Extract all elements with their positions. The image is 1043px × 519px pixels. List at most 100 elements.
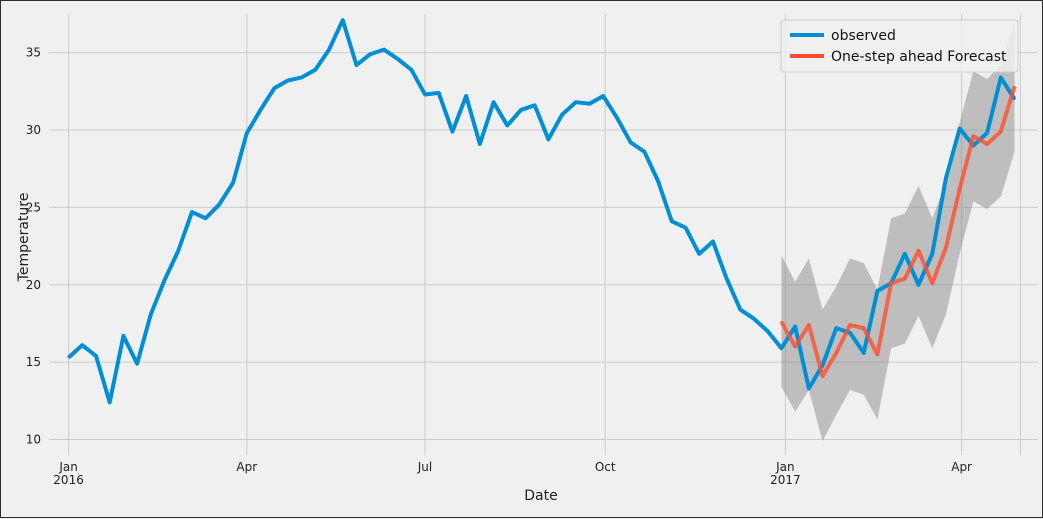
observed-point [67,356,70,359]
observed-point [711,240,714,243]
forecast-point [903,277,906,280]
observed-point [519,108,522,111]
y-tick-label: 15 [26,355,41,369]
legend-box [780,19,1019,73]
observed-point [917,283,920,286]
forecast-point [972,135,975,138]
observed-point [794,325,797,328]
forecast-point [835,351,838,354]
observed-point [122,334,125,337]
observed-point [410,68,413,71]
observed-point [657,180,660,183]
forecast-point [1013,85,1016,88]
observed-point [355,64,358,67]
observed-point [190,211,193,214]
forecast-point [958,187,961,190]
observed-point [766,330,769,333]
observed-point [286,79,289,82]
observed-point [437,91,440,94]
observed-point [821,364,824,367]
y-tick-label: 25 [26,200,41,214]
observed-point [629,141,632,144]
observed-point [382,48,385,51]
y-tick-label: 35 [26,46,41,60]
observed-point [478,142,481,145]
observed-point [465,95,468,98]
observed-point [451,130,454,133]
observed-point [341,19,344,22]
x-tick-sublabel: 2017 [770,473,801,487]
legend: observed One-step ahead Forecast [780,19,1019,73]
observed-point [396,57,399,60]
observed-point [835,327,838,330]
observed-line [67,18,1017,405]
observed-point [931,252,934,255]
observed-point [492,101,495,104]
observed-point [506,124,509,127]
observed-point [876,289,879,292]
forecast-point [876,353,879,356]
forecast-point [807,324,810,327]
forecast-point [917,249,920,252]
x-tick-label: Apr [951,460,972,474]
observed-point [149,313,152,316]
observed-point [848,331,851,334]
observed-point [739,308,742,311]
observed-point [862,351,865,354]
observed-point [574,101,577,104]
x-tick-label: Jan [58,460,78,474]
observed-point [780,347,783,350]
observed-point [108,401,111,404]
observed-point [259,108,262,111]
y-axis-label: Temperature [16,193,32,283]
observed-point [753,317,756,320]
observed-point [95,354,98,357]
observed-point [588,102,591,105]
x-tick-label: Oct [595,460,616,474]
confidence-interval [781,21,1015,442]
observed-point [424,93,427,96]
observed-point [81,344,84,347]
observed-point [958,127,961,130]
observed-point [273,87,276,90]
x-tick-sublabel: 2016 [53,473,84,487]
observed-point [204,217,207,220]
forecast-point [890,282,893,285]
forecast-point [986,142,989,145]
observed-point [369,53,372,56]
observed-point [136,362,139,365]
observed-point [670,220,673,223]
observed-point [547,138,550,141]
forecast-line [779,86,1017,379]
observed-point [684,226,687,229]
forecast-point [780,320,783,323]
series-lines [67,18,1017,405]
x-axis-label: Date [524,488,557,504]
y-tick-label: 30 [26,123,41,137]
x-tick-label: Jul [417,460,432,474]
forecast-point [862,327,865,330]
y-tick-label: 10 [26,433,41,447]
observed-point [725,277,728,280]
x-tick-label: Apr [236,460,257,474]
observed-point [602,95,605,98]
forecast-point [794,345,797,348]
forecast-point [944,246,947,249]
observed-point [1013,98,1016,101]
observed-point [615,116,618,119]
observed-point [245,132,248,135]
legend-label-forecast: One-step ahead Forecast [831,49,1007,65]
observed-point [232,181,235,184]
forecast-point [848,324,851,327]
observed-point [533,104,536,107]
observed-point [643,150,646,153]
forecast-point [821,375,824,378]
observed-point [561,113,564,116]
observed-point [163,279,166,282]
y-tick-label: 20 [26,278,41,292]
observed-point [218,203,221,206]
observed-point [944,177,947,180]
